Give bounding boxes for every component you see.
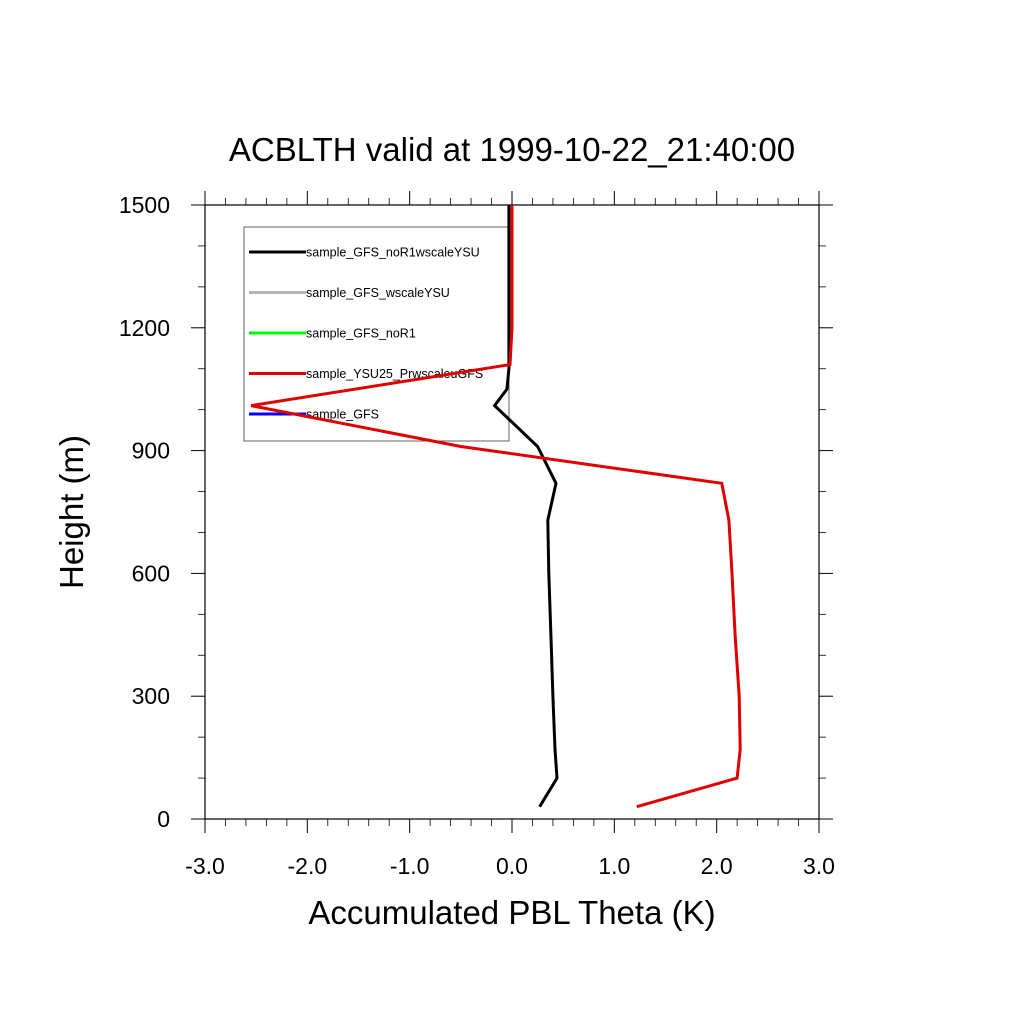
y-tick-label: 1200 — [119, 315, 170, 341]
legend-entry-label: sample_GFS_noR1 — [306, 327, 416, 341]
y-tick-label: 300 — [132, 683, 170, 709]
legend: sample_GFS_noR1wscaleYSU sample_GFS_wscal… — [243, 226, 510, 442]
x-tick-label: -2.0 — [288, 853, 328, 879]
legend-entry-label: sample_GFS_wscaleYSU — [306, 286, 450, 300]
y-tick-label: 900 — [132, 438, 170, 464]
series-line — [492, 205, 559, 808]
chart-title: ACBLTH valid at 1999-10-22_21:40:00 — [229, 131, 795, 168]
series-line — [250, 205, 742, 809]
y-tick-label: 0 — [157, 806, 170, 832]
x-axis-label: Accumulated PBL Theta (K) — [308, 894, 715, 931]
y-axis-label: Height (m) — [53, 435, 90, 589]
x-tick-label: 0.0 — [496, 853, 528, 879]
x-tick-label: 1.0 — [598, 853, 630, 879]
series-group — [250, 205, 742, 809]
legend-entry-label: sample_GFS — [306, 408, 379, 422]
legend-entry-label: sample_YSU25_PrwscaleuGFS — [306, 367, 483, 381]
x-tick-label: 3.0 — [803, 853, 835, 879]
legend-entry-label: sample_GFS_noR1wscaleYSU — [306, 246, 480, 260]
x-tick-label: -1.0 — [390, 853, 430, 879]
y-tick-label: 1500 — [119, 192, 170, 218]
x-tick-label: -3.0 — [185, 853, 225, 879]
y-tick-label: 600 — [132, 560, 170, 586]
x-tick-label: 2.0 — [701, 853, 733, 879]
axes: -3.0 -2.0 -1.0 0.0 1.0 2.0 3.0 0 300 600 900 1200 15… — [119, 191, 835, 879]
